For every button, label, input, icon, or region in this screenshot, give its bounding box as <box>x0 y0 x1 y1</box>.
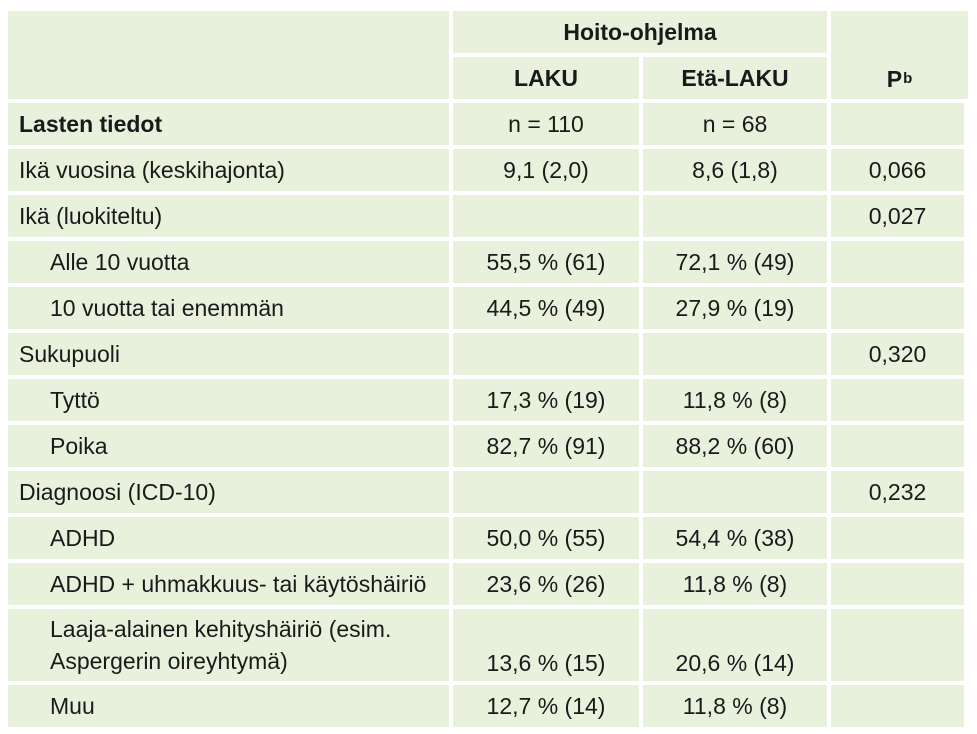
row-label: Muu <box>8 685 449 727</box>
row-label: Alle 10 vuotta <box>8 241 449 283</box>
laku-value: 50,0 % (55) <box>453 517 639 559</box>
laku-value: 13,6 % (15) <box>453 609 639 681</box>
p-value <box>831 685 964 727</box>
laku-value: 23,6 % (26) <box>453 563 639 605</box>
p-value <box>831 241 964 283</box>
eta-laku-value: 72,1 % (49) <box>643 241 827 283</box>
row-label: Sukupuoli <box>8 333 449 375</box>
eta-laku-value: n = 68 <box>643 103 827 145</box>
table-row: Tyttö 17,3 % (19) 11,8 % (8) <box>8 379 968 421</box>
header-p-label: P <box>886 66 903 92</box>
row-label: Ikä (luokiteltu) <box>8 195 449 237</box>
row-label: ADHD + uhmakkuus- tai käytöshäiriö <box>8 563 449 605</box>
row-label-text: Laaja-alainen kehityshäiriö (esim. Asper… <box>50 613 391 677</box>
eta-laku-value: 11,8 % (8) <box>643 379 827 421</box>
eta-laku-value <box>643 333 827 375</box>
table-row: Alle 10 vuotta 55,5 % (61) 72,1 % (49) <box>8 241 968 283</box>
p-value <box>831 425 964 467</box>
p-value <box>831 287 964 329</box>
header-group-label: Hoito-ohjelma <box>453 11 827 53</box>
laku-value: 82,7 % (91) <box>453 425 639 467</box>
p-value: 0,232 <box>831 471 964 513</box>
p-value: 0,066 <box>831 149 964 191</box>
row-label: 10 vuotta tai enemmän <box>8 287 449 329</box>
p-value <box>831 379 964 421</box>
header-blank-cell <box>8 11 449 99</box>
eta-laku-value <box>643 471 827 513</box>
table-row: Poika 82,7 % (91) 88,2 % (60) <box>8 425 968 467</box>
table-row: Diagnoosi (ICD-10) 0,232 <box>8 471 968 513</box>
header-laku: LAKU <box>453 57 639 99</box>
row-label: Poika <box>8 425 449 467</box>
laku-value <box>453 195 639 237</box>
row-label-line-2: Aspergerin oireyhtymä) <box>50 648 288 674</box>
eta-laku-value: 11,8 % (8) <box>643 685 827 727</box>
laku-value: 12,7 % (14) <box>453 685 639 727</box>
table-row: Sukupuoli 0,320 <box>8 333 968 375</box>
eta-laku-value: 88,2 % (60) <box>643 425 827 467</box>
eta-laku-value: 54,4 % (38) <box>643 517 827 559</box>
laku-value: 9,1 (2,0) <box>453 149 639 191</box>
laku-value <box>453 333 639 375</box>
p-value <box>831 517 964 559</box>
row-label: Laaja-alainen kehityshäiriö (esim. Asper… <box>8 609 449 681</box>
table-row: Muu 12,7 % (14) 11,8 % (8) <box>8 685 968 727</box>
laku-value: 17,3 % (19) <box>453 379 639 421</box>
p-value: 0,320 <box>831 333 964 375</box>
laku-value: 44,5 % (49) <box>453 287 639 329</box>
laku-value <box>453 471 639 513</box>
table-row: Lasten tiedot n = 110 n = 68 <box>8 103 968 145</box>
header-p-superscript: b <box>903 70 913 87</box>
table-row: 10 vuotta tai enemmän 44,5 % (49) 27,9 %… <box>8 287 968 329</box>
row-label: Tyttö <box>8 379 449 421</box>
row-label: Lasten tiedot <box>8 103 449 145</box>
laku-value: n = 110 <box>453 103 639 145</box>
table-row: Laaja-alainen kehityshäiriö (esim. Asper… <box>8 609 968 681</box>
p-value: 0,027 <box>831 195 964 237</box>
row-label: ADHD <box>8 517 449 559</box>
eta-laku-value: 8,6 (1,8) <box>643 149 827 191</box>
laku-value: 55,5 % (61) <box>453 241 639 283</box>
eta-laku-value: 27,9 % (19) <box>643 287 827 329</box>
p-value <box>831 609 964 681</box>
p-value <box>831 563 964 605</box>
p-value <box>831 103 964 145</box>
eta-laku-value <box>643 195 827 237</box>
row-label: Ikä vuosina (keskihajonta) <box>8 149 449 191</box>
eta-laku-value: 20,6 % (14) <box>643 609 827 681</box>
row-label-line-1: Laaja-alainen kehityshäiriö (esim. <box>50 616 392 642</box>
table-row: ADHD 50,0 % (55) 54,4 % (38) <box>8 517 968 559</box>
table-row: Ikä vuosina (keskihajonta) 9,1 (2,0) 8,6… <box>8 149 968 191</box>
table-row: ADHD + uhmakkuus- tai käytöshäiriö 23,6 … <box>8 563 968 605</box>
header-eta-laku: Etä-LAKU <box>643 57 827 99</box>
row-label: Diagnoosi (ICD-10) <box>8 471 449 513</box>
table-row: Ikä (luokiteltu) 0,027 <box>8 195 968 237</box>
eta-laku-value: 11,8 % (8) <box>643 563 827 605</box>
